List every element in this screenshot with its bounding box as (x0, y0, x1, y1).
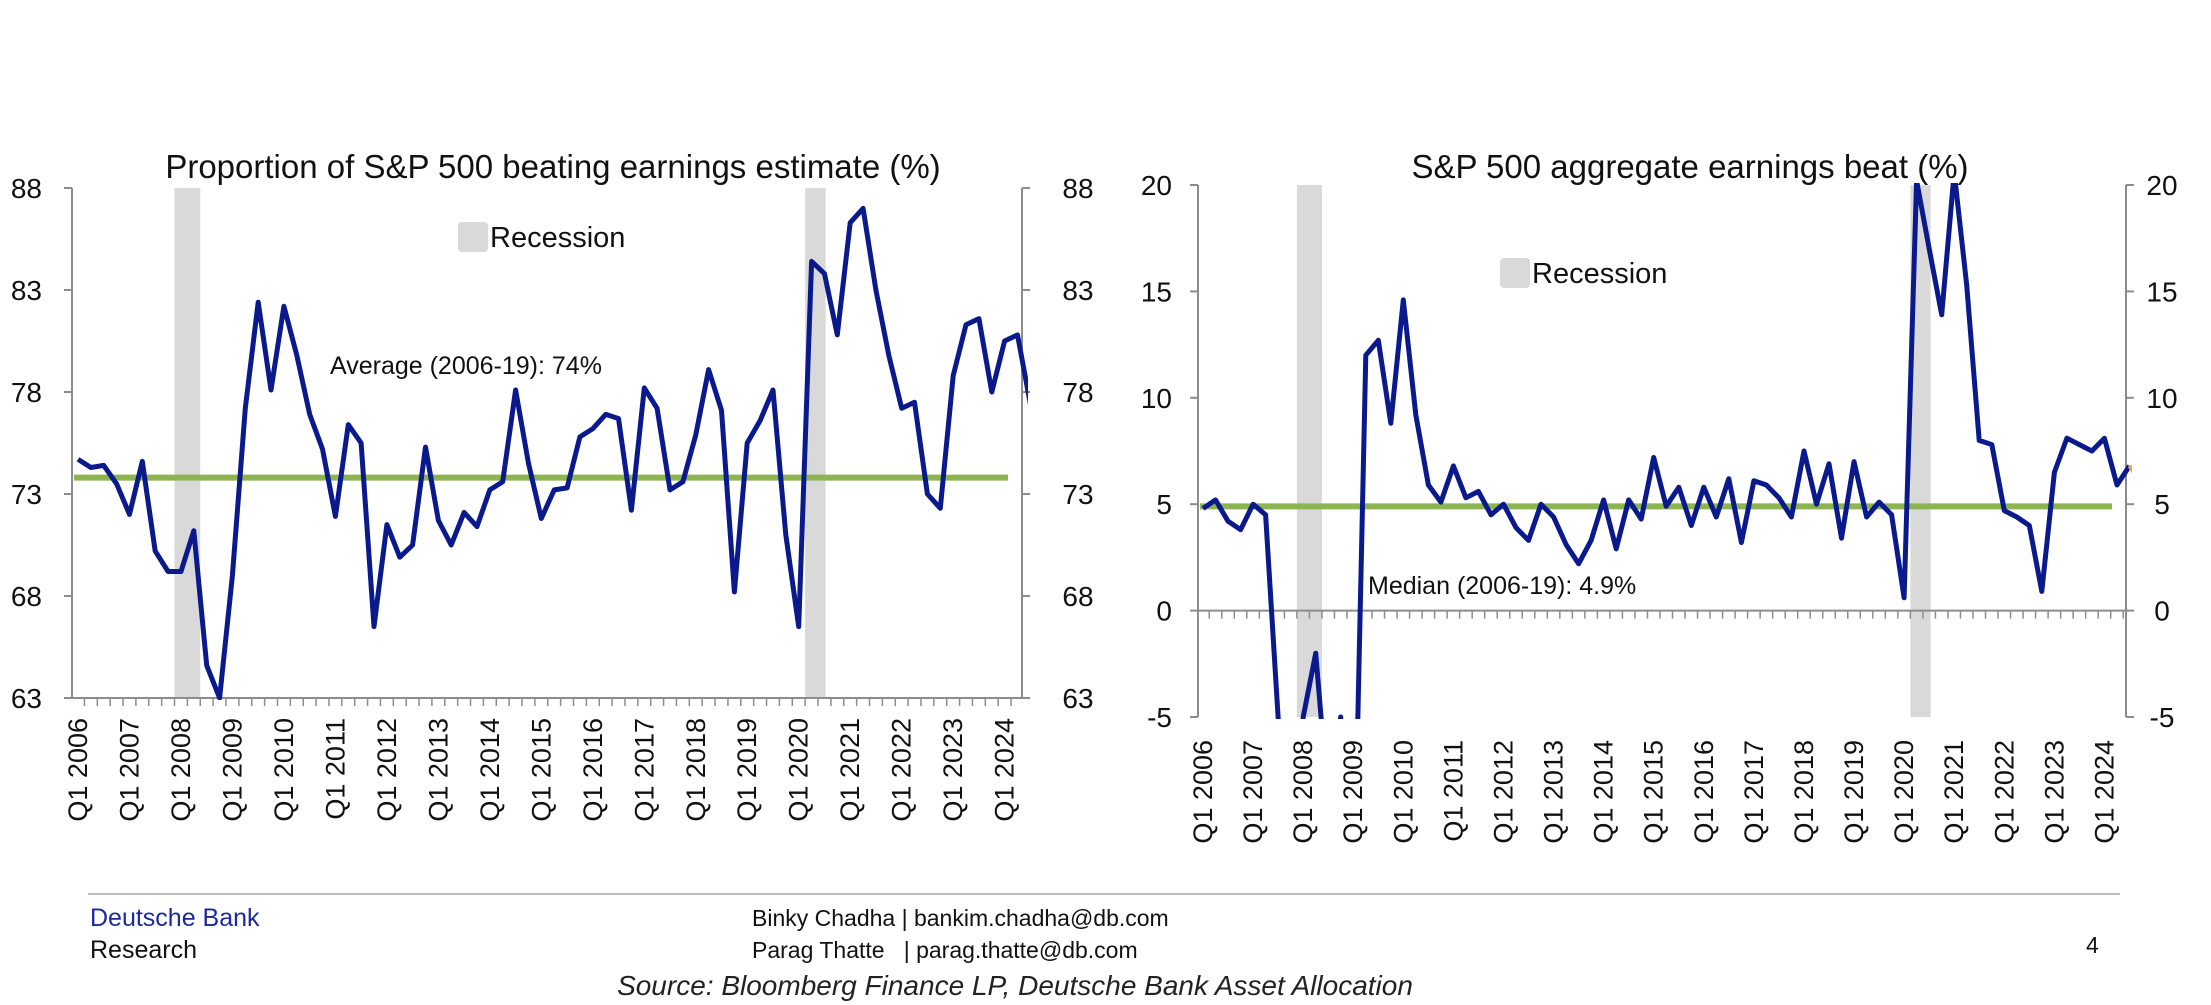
author-2: Parag Thatte | parag.thatte@db.com (752, 937, 1138, 963)
y-tick-label-left: 63 (11, 683, 42, 714)
y-tick-label-right: 0 (2154, 596, 2170, 627)
y-tick-label-right: 73 (1062, 479, 1093, 510)
y-tick-label-left: 10 (1141, 383, 1172, 414)
x-tick-label: Q1 2021 (1939, 740, 1969, 844)
brand-block: Deutsche Bank Research (90, 902, 260, 966)
x-tick-label: Q1 2008 (166, 718, 196, 822)
x-tick-label: Q1 2020 (784, 718, 814, 822)
y-tick-label-left: 78 (11, 377, 42, 408)
y-tick-label-right: 5 (2154, 489, 2170, 520)
x-tick-label: Q1 2006 (63, 718, 93, 822)
x-tick-label: Q1 2023 (938, 718, 968, 822)
x-tick-label: Q1 2007 (1238, 740, 1268, 844)
y-tick-label-left: 20 (1141, 170, 1172, 201)
x-tick-label: Q1 2022 (1989, 740, 2019, 844)
y-tick-label-left: 15 (1141, 276, 1172, 307)
x-tick-label: Q1 2011 (320, 718, 350, 820)
x-tick-label: Q1 2013 (1539, 740, 1569, 844)
recession-band (1910, 185, 1931, 717)
y-tick-label-left: 88 (11, 173, 42, 204)
page-number: 4 (2086, 932, 2099, 958)
x-tick-label: Q1 2023 (2039, 740, 2069, 844)
chart-proportion-beating: 88 83 78 73 68 63 88 83 78 73 68 63 Q1 2006 Q1 2007 Q1… (11, 148, 1094, 822)
x-tick-label: Q1 2007 (114, 718, 144, 822)
y-tick-label-right: 83 (1062, 275, 1093, 306)
recession-band (174, 188, 201, 698)
x-tick-label: Q1 2009 (1338, 740, 1368, 844)
x-tick-label: Q1 2012 (372, 718, 402, 822)
x-tick-label: Q1 2015 (526, 718, 556, 822)
footer-divider (88, 893, 2120, 895)
y-tick-label-right: 15 (2146, 276, 2177, 307)
average-annotation: Average (2006-19): 74% (330, 352, 602, 380)
recession-band (1296, 185, 1322, 717)
author-1: Binky Chadha | bankim.chadha@db.com (752, 905, 1169, 931)
x-tick-label: Q1 2016 (578, 718, 608, 822)
x-tick-label: Q1 2024 (990, 718, 1020, 822)
x-tick-label: Q1 2010 (269, 718, 299, 822)
x-tick-label: Q1 2021 (835, 718, 865, 822)
legend-swatch-recession (1500, 258, 1530, 288)
legend-label: Recession (1532, 258, 1667, 290)
source-note: Source: Bloomberg Finance LP, Deutsche B… (617, 970, 1413, 1001)
y-tick-label-right: 88 (1062, 173, 1093, 204)
x-tick-label: Q1 2012 (1488, 740, 1518, 844)
x-tick-label: Q1 2020 (1889, 740, 1919, 844)
x-tick-label: Q1 2008 (1288, 740, 1318, 844)
y-tick-label-right: -5 (2150, 702, 2175, 733)
series-line-latest (2127, 464, 2132, 474)
authors-block: Binky Chadha | bankim.chadha@db.com Para… (752, 902, 1169, 966)
y-tick-label-left: 5 (1156, 489, 1172, 520)
y-tick-label-right: 10 (2146, 383, 2177, 414)
x-tick-label: Q1 2015 (1639, 740, 1669, 844)
x-tick-label: Q1 2013 (423, 718, 453, 822)
legend-label: Recession (490, 222, 625, 254)
x-tick-label: Q1 2016 (1689, 740, 1719, 844)
x-tick-label: Q1 2022 (887, 718, 917, 822)
y-tick-label-left: 73 (11, 479, 42, 510)
chart-title: Proportion of S&P 500 beating earnings e… (165, 148, 940, 185)
y-tick-label-left: -5 (1147, 702, 1172, 733)
x-tick-label: Q1 2017 (629, 718, 659, 822)
x-tick-label: Q1 2018 (1789, 740, 1819, 844)
x-tick-label: Q1 2017 (1739, 740, 1769, 844)
x-tick-label: Q1 2019 (732, 718, 762, 822)
chart-aggregate-beat: 20 15 10 5 0 -5 20 15 10 5 0 -5 Q1 2006 Q1 2007 Q1 200… (1141, 148, 2178, 844)
x-tick-label: Q1 2019 (1839, 740, 1869, 844)
x-tick-label: Q1 2011 (1438, 740, 1468, 842)
y-tick-label-right: 20 (2146, 170, 2177, 201)
x-tick-label: Q1 2009 (217, 718, 247, 822)
x-tick-label: Q1 2018 (681, 718, 711, 822)
series-line-latest (1030, 351, 1043, 400)
brand-name: Deutsche Bank (90, 904, 260, 932)
brand-subtitle: Research (90, 936, 197, 964)
y-tick-label-left: 68 (11, 581, 42, 612)
x-tick-label: Q1 2010 (1388, 740, 1418, 844)
y-tick-label-left: 83 (11, 275, 42, 306)
y-tick-label-right: 78 (1062, 377, 1093, 408)
x-tick-label: Q1 2014 (1589, 740, 1619, 844)
x-tick-label: Q1 2014 (475, 718, 505, 822)
y-tick-label-right: 63 (1062, 683, 1093, 714)
y-tick-label-left: 0 (1156, 596, 1172, 627)
chart-title: S&P 500 aggregate earnings beat (%) (1411, 148, 1968, 185)
legend-swatch-recession (458, 222, 488, 252)
series-line (1201, 183, 2132, 719)
y-tick-label-right: 68 (1062, 581, 1093, 612)
average-annotation: Median (2006-19): 4.9% (1368, 572, 1636, 600)
x-tick-label: Q1 2024 (2089, 740, 2119, 844)
x-tick-label: Q1 2006 (1188, 740, 1218, 844)
series-line (76, 205, 1028, 700)
